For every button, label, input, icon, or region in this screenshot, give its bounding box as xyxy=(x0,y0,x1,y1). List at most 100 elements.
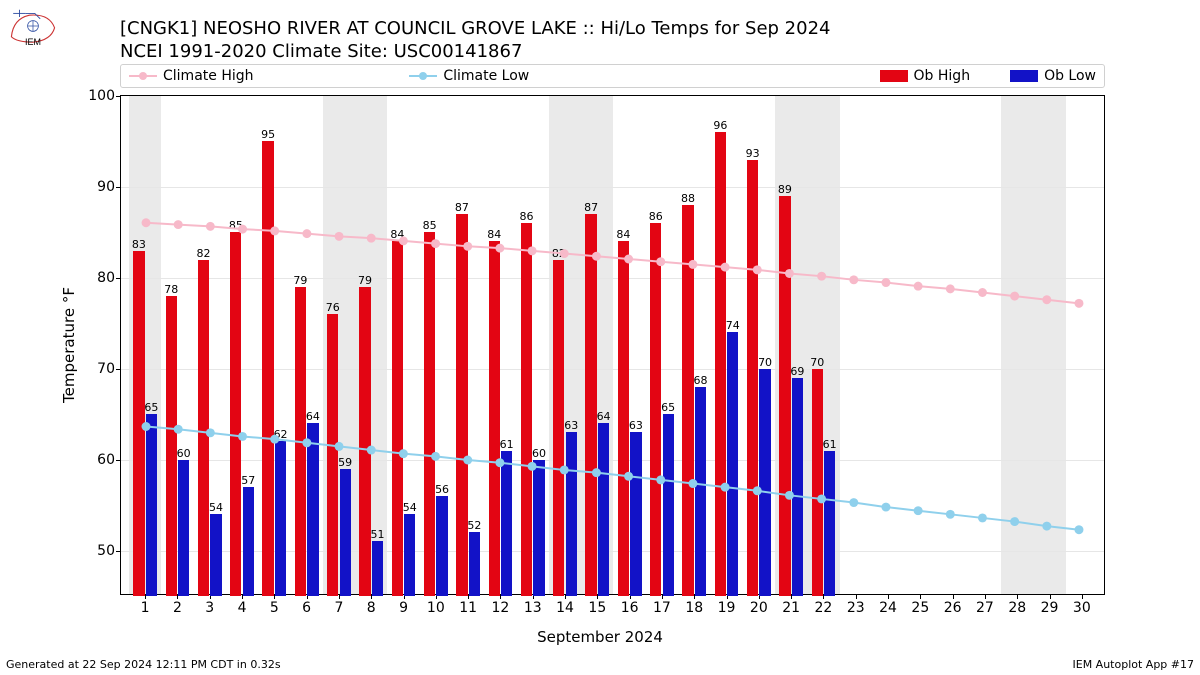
bar-value-label: 52 xyxy=(467,519,481,532)
y-axis-label: Temperature °F xyxy=(60,287,78,403)
x-tick-label: 8 xyxy=(367,600,376,616)
bar-value-label: 59 xyxy=(338,456,352,469)
legend-item-ob-low: Ob Low xyxy=(1010,68,1096,84)
bar-value-label: 65 xyxy=(144,401,158,414)
bar-value-label: 93 xyxy=(746,147,760,160)
bar-value-label: 84 xyxy=(616,228,630,241)
x-tick-label: 12 xyxy=(492,600,510,616)
y-tick-mark xyxy=(116,551,121,552)
bar-value-label: 85 xyxy=(229,219,243,232)
svg-text:IEM: IEM xyxy=(25,37,41,46)
y-tick-label: 70 xyxy=(97,361,115,377)
ob-low-bar xyxy=(695,387,706,596)
x-tick-label: 30 xyxy=(1073,600,1091,616)
bar-value-label: 83 xyxy=(132,238,146,251)
ob-high-bar xyxy=(650,223,661,596)
weekend-band xyxy=(1033,96,1065,594)
legend-swatch-ob-low xyxy=(1010,70,1038,82)
ob-high-bar xyxy=(359,287,370,596)
ob-low-bar xyxy=(372,541,383,596)
x-tick-mark xyxy=(953,594,954,599)
x-tick-label: 4 xyxy=(238,600,247,616)
ob-high-bar xyxy=(618,241,629,596)
ob-high-bar xyxy=(230,232,241,596)
footer-generated-at: Generated at 22 Sep 2024 12:11 PM CDT in… xyxy=(6,658,281,671)
y-tick-mark xyxy=(116,460,121,461)
ob-low-bar xyxy=(275,441,286,596)
ob-high-bar xyxy=(424,232,435,596)
bar-value-label: 78 xyxy=(164,283,178,296)
x-tick-label: 16 xyxy=(621,600,639,616)
x-tick-label: 1 xyxy=(141,600,150,616)
bar-value-label: 68 xyxy=(693,374,707,387)
chart-plot-area: 5060708090100123456789101112131415161718… xyxy=(120,95,1105,595)
ob-high-bar xyxy=(521,223,532,596)
x-tick-mark xyxy=(1050,594,1051,599)
legend-label: Climate Low xyxy=(443,68,529,84)
x-tick-label: 3 xyxy=(205,600,214,616)
ob-low-bar xyxy=(469,532,480,596)
ob-high-bar xyxy=(489,241,500,596)
legend-label: Ob High xyxy=(914,68,971,84)
ob-low-bar xyxy=(178,460,189,596)
bar-value-label: 95 xyxy=(261,128,275,141)
bar-value-label: 96 xyxy=(713,119,727,132)
y-tick-label: 50 xyxy=(97,543,115,559)
x-tick-label: 22 xyxy=(815,600,833,616)
x-tick-label: 7 xyxy=(334,600,343,616)
ob-low-bar xyxy=(630,432,641,596)
title-line-1: [CNGK1] NEOSHO RIVER AT COUNCIL GROVE LA… xyxy=(120,18,831,41)
ob-low-bar xyxy=(210,514,221,596)
bar-value-label: 79 xyxy=(293,274,307,287)
bar-value-label: 87 xyxy=(455,201,469,214)
x-tick-mark xyxy=(1082,594,1083,599)
ob-high-bar xyxy=(295,287,306,596)
bar-value-label: 74 xyxy=(726,319,740,332)
ob-high-bar xyxy=(553,260,564,596)
bar-value-label: 54 xyxy=(209,501,223,514)
ob-low-bar xyxy=(759,369,770,596)
bar-value-label: 89 xyxy=(778,183,792,196)
title-line-2: NCEI 1991-2020 Climate Site: USC00141867 xyxy=(120,41,831,64)
bar-value-label: 61 xyxy=(823,438,837,451)
legend: Climate High Climate Low Ob High Ob Low xyxy=(120,64,1105,88)
ob-high-bar xyxy=(456,214,467,596)
bar-value-label: 84 xyxy=(487,228,501,241)
ob-low-bar xyxy=(146,414,157,596)
bar-value-label: 56 xyxy=(435,483,449,496)
ob-low-bar xyxy=(566,432,577,596)
x-tick-label: 5 xyxy=(270,600,279,616)
ob-low-bar xyxy=(598,423,609,596)
ob-high-bar xyxy=(327,314,338,596)
y-tick-mark xyxy=(116,369,121,370)
y-tick-label: 90 xyxy=(97,179,115,195)
x-tick-label: 24 xyxy=(879,600,897,616)
y-tick-label: 80 xyxy=(97,270,115,286)
ob-low-bar xyxy=(436,496,447,596)
x-tick-label: 21 xyxy=(782,600,800,616)
ob-low-bar xyxy=(727,332,738,596)
ob-low-bar xyxy=(663,414,674,596)
x-tick-label: 11 xyxy=(459,600,477,616)
bar-value-label: 88 xyxy=(681,192,695,205)
ob-low-bar xyxy=(533,460,544,596)
y-tick-mark xyxy=(116,278,121,279)
bar-value-label: 86 xyxy=(649,210,663,223)
x-tick-label: 18 xyxy=(685,600,703,616)
bar-value-label: 70 xyxy=(810,356,824,369)
legend-swatch-ob-high xyxy=(880,70,908,82)
legend-swatch-climate-high xyxy=(129,75,157,77)
chart-title: [CNGK1] NEOSHO RIVER AT COUNCIL GROVE LA… xyxy=(120,18,831,63)
x-tick-label: 23 xyxy=(847,600,865,616)
x-tick-label: 28 xyxy=(1008,600,1026,616)
ob-high-bar xyxy=(747,160,758,596)
x-tick-label: 20 xyxy=(750,600,768,616)
legend-label: Ob Low xyxy=(1044,68,1096,84)
bar-value-label: 63 xyxy=(629,419,643,432)
ob-high-bar xyxy=(392,241,403,596)
ob-high-bar xyxy=(682,205,693,596)
x-tick-label: 29 xyxy=(1041,600,1059,616)
legend-item-ob-high: Ob High xyxy=(690,68,1010,84)
x-tick-mark xyxy=(1017,594,1018,599)
ob-high-bar xyxy=(585,214,596,596)
